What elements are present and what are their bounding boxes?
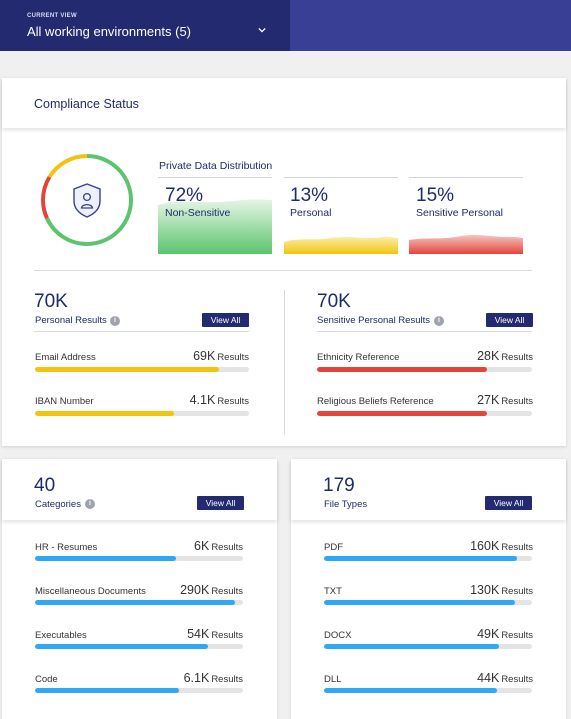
categories-count: 40 — [34, 475, 56, 496]
compliance-divider — [34, 270, 532, 271]
file-types-label: File Types — [324, 499, 368, 510]
sensitive-personal-percent: 15% — [416, 185, 455, 206]
info-icon[interactable]: i — [110, 316, 120, 326]
file-type-item-name: TXT — [324, 586, 342, 597]
progress-bar — [35, 644, 243, 649]
file-type-item-value: 160K Results — [470, 539, 533, 553]
current-view-label: CURRENT VIEW — [27, 13, 77, 19]
non-sensitive-wave — [158, 199, 272, 254]
sensitive-item-name: Religious Beliefs Reference — [317, 396, 434, 407]
file-types-view-all-button[interactable]: View All — [485, 496, 532, 510]
categories-view-all-button[interactable]: View All — [197, 496, 244, 510]
progress-bar — [324, 600, 532, 605]
progress-bar — [324, 644, 532, 649]
compliance-ring — [41, 154, 133, 246]
sensitive-results-label: Sensitive Personal Results — [317, 315, 430, 326]
info-icon[interactable]: i — [434, 316, 444, 326]
progress-bar — [324, 556, 532, 561]
progress-bar — [35, 411, 249, 416]
category-item-value: 290K Results — [180, 583, 243, 597]
category-item-value: 6K Results — [194, 539, 243, 553]
sensitive-personal-label: Sensitive Personal — [416, 207, 503, 219]
file-type-item-value: 44K Results — [477, 671, 533, 685]
progress-bar — [35, 556, 243, 561]
categories-label: Categories — [35, 499, 81, 510]
compliance-card-header — [2, 78, 566, 128]
sensitive-view-all-button[interactable]: View All — [486, 313, 533, 327]
personal-item-value: 4.1K Results — [189, 393, 249, 407]
info-icon[interactable]: i — [85, 499, 95, 509]
category-item-value: 54K Results — [187, 627, 243, 641]
progress-bar — [317, 411, 532, 416]
personal-item-value: 69K Results — [193, 349, 249, 363]
compliance-status-title: Compliance Status — [34, 97, 139, 111]
sensitive-item-name: Ethnicity Reference — [317, 352, 400, 363]
sensitive-item-value: 28K Results — [477, 349, 533, 363]
personal-wave — [284, 236, 398, 254]
progress-bar — [35, 688, 243, 693]
file-types-count: 179 — [323, 475, 355, 496]
category-item-name: Miscellaneous Documents — [35, 586, 146, 597]
category-item-name: HR - Resumes — [35, 542, 98, 553]
personal-view-all-button[interactable]: View All — [202, 313, 249, 327]
personal-item-name: Email Address — [35, 352, 96, 363]
file-type-item-name: PDF — [324, 542, 343, 553]
progress-bar — [35, 600, 243, 605]
file-type-item-name: DOCX — [324, 630, 352, 641]
sensitive-personal-wave — [409, 235, 523, 254]
personal-results-label: Personal Results — [35, 315, 107, 326]
current-view-value: All working environments (5) — [27, 24, 192, 39]
sensitive-item-value: 27K Results — [477, 393, 533, 407]
category-item-name: Executables — [35, 630, 87, 641]
sensitive-results-count: 70K — [317, 291, 351, 312]
personal-label: Personal — [290, 207, 332, 219]
file-type-item-name: DLL — [324, 674, 342, 685]
shield-user-icon — [73, 183, 101, 218]
file-type-item-value: 130K Results — [470, 583, 533, 597]
private-data-distribution-title: Private Data Distribution — [159, 160, 273, 172]
chevron-down-icon — [258, 27, 266, 33]
progress-bar — [35, 367, 249, 372]
current-view-panel: CURRENT VIEW All working environments (5… — [0, 0, 290, 51]
working-environment-dropdown[interactable]: All working environments (5) — [27, 22, 272, 40]
personal-results-count: 70K — [34, 291, 68, 312]
category-item-name: Code — [35, 674, 58, 685]
file-type-item-value: 49K Results — [477, 627, 533, 641]
compliance-vertical-divider — [284, 290, 285, 435]
non-sensitive-label: Non-Sensitive — [165, 207, 231, 219]
progress-bar — [317, 367, 532, 372]
top-bar: CURRENT VIEW All working environments (5… — [0, 0, 571, 51]
progress-bar — [324, 688, 532, 693]
category-item-value: 6.1K Results — [183, 671, 243, 685]
personal-item-name: IBAN Number — [35, 396, 94, 407]
non-sensitive-percent: 72% — [165, 185, 204, 206]
personal-percent: 13% — [290, 185, 329, 206]
